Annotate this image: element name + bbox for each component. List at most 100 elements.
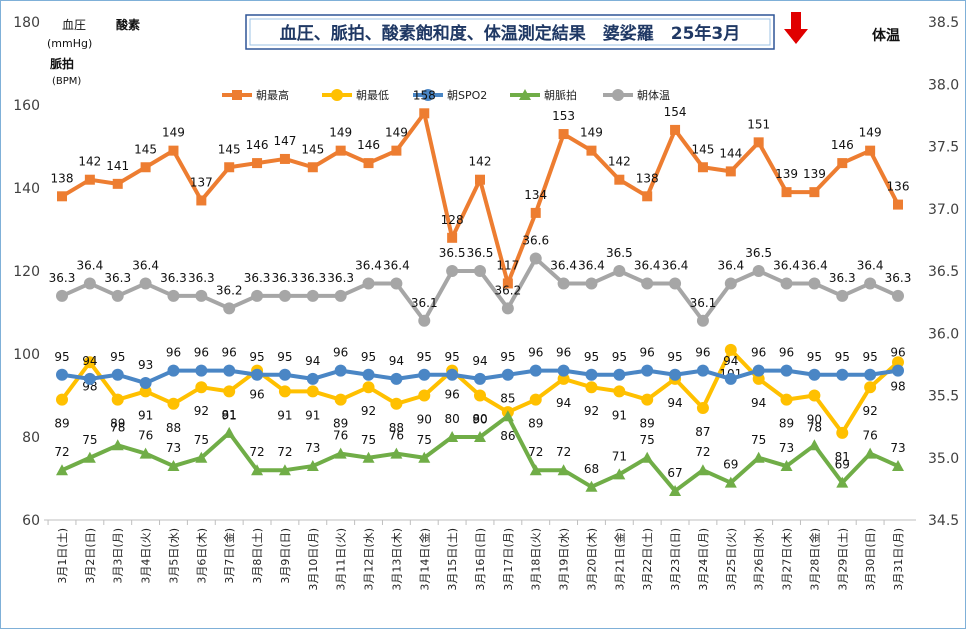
- data-point: [334, 289, 347, 302]
- data-point: [278, 368, 291, 381]
- data-label: 76: [389, 429, 404, 443]
- data-point: [669, 484, 682, 496]
- x-tick-label: 3月20日(木): [585, 528, 598, 591]
- x-tick-label: 3月17日(月): [502, 528, 515, 591]
- data-label: 89: [54, 417, 69, 431]
- x-tick-label: 3月6日(木): [195, 528, 208, 584]
- data-point: [390, 277, 403, 290]
- data-label: 36.4: [550, 258, 577, 272]
- data-point: [501, 302, 514, 315]
- data-label: 87: [695, 425, 710, 439]
- data-label: 91: [305, 408, 320, 422]
- data-point: [641, 451, 654, 463]
- data-point: [893, 199, 903, 210]
- data-label: 142: [608, 155, 631, 169]
- x-tick-label: 3月28日(金): [807, 528, 821, 591]
- data-point: [306, 385, 319, 398]
- data-point: [808, 389, 821, 402]
- data-point: [167, 289, 180, 302]
- data-label: 76: [138, 429, 153, 443]
- data-label: 72: [695, 445, 710, 459]
- data-point: [613, 468, 626, 480]
- data-label: 145: [691, 142, 714, 156]
- data-point: [56, 393, 68, 406]
- data-point: [195, 289, 208, 302]
- data-label: 144: [719, 146, 742, 160]
- data-label: 76: [862, 429, 877, 443]
- data-point: [418, 314, 431, 327]
- data-label: 117: [496, 258, 519, 272]
- data-label: 72: [249, 445, 264, 459]
- data-label: 36.4: [773, 258, 800, 272]
- x-tick-label: 3月23日(日): [669, 528, 682, 591]
- data-point: [557, 464, 570, 476]
- data-point: [168, 145, 179, 156]
- data-label: 128: [441, 213, 464, 227]
- data-point: [557, 372, 570, 385]
- data-label: 89: [528, 417, 543, 431]
- data-point: [892, 460, 904, 472]
- data-point: [780, 460, 793, 472]
- series-朝体温: 36.336.436.336.436.3 36.336.236.3 36.3 36.3…: [49, 234, 911, 327]
- data-point: [447, 232, 458, 243]
- data-label: 139: [775, 167, 798, 181]
- data-point: [502, 278, 513, 289]
- x-tick-label: 3月30日(日): [864, 528, 877, 591]
- y2-tick-label: 34.5: [928, 513, 959, 529]
- y-tick-label: 100: [13, 347, 40, 363]
- series-line: [61, 414, 899, 493]
- data-label: 75: [640, 433, 655, 447]
- data-label: 146: [357, 138, 380, 152]
- data-point: [195, 381, 208, 394]
- data-point: [139, 277, 152, 290]
- data-point: [724, 372, 737, 385]
- data-point: [363, 158, 374, 169]
- data-label: 73: [779, 441, 794, 455]
- data-point: [529, 393, 542, 406]
- data-label: 68: [584, 462, 599, 476]
- data-label: 81: [222, 408, 237, 422]
- x-tick-label: 3月18日(火): [530, 528, 543, 591]
- data-label: 36.4: [355, 258, 382, 272]
- red-down-arrow-icon: [784, 12, 808, 44]
- data-point: [529, 464, 542, 476]
- data-label: 95: [249, 350, 264, 364]
- data-label: 36.4: [383, 258, 410, 272]
- data-label: 96: [444, 388, 459, 402]
- data-point: [139, 447, 152, 459]
- x-tick-label: 3月13日(木): [390, 528, 403, 591]
- data-label: 72: [528, 445, 543, 459]
- data-point: [586, 145, 597, 156]
- data-label: 73: [166, 441, 181, 455]
- data-point: [83, 372, 96, 385]
- data-label: 90: [807, 413, 822, 427]
- data-point: [836, 476, 849, 488]
- data-label: 86: [500, 429, 515, 443]
- data-point: [864, 381, 877, 394]
- data-point: [864, 277, 877, 290]
- x-tick-label: 3月26日(水): [753, 528, 766, 591]
- data-point: [167, 397, 180, 410]
- data-point: [501, 368, 514, 381]
- data-label: 142: [78, 155, 101, 169]
- data-label: 88: [166, 421, 181, 435]
- data-label: 139: [803, 167, 826, 181]
- y2-tick-label: 38.0: [928, 77, 959, 93]
- data-point: [111, 368, 124, 381]
- series-朝SPO2: 95 94 95 93 96 96 96 95 95 94 96 95 94 95 95 94 95 96 96 95…: [54, 346, 906, 390]
- right-y-axis: 34.5 35.0 35.5 36.0 36.5 37.0 37.5 38.0 38.5: [928, 15, 959, 529]
- data-label: 138: [51, 171, 74, 185]
- data-point: [140, 162, 151, 173]
- data-point: [334, 447, 347, 459]
- data-label: 145: [301, 142, 324, 156]
- data-point: [892, 356, 904, 369]
- data-label: 67: [667, 466, 682, 480]
- data-point: [139, 385, 152, 398]
- right-axis-label: 体温: [872, 27, 900, 44]
- data-label: 36.3: [299, 271, 326, 285]
- data-point: [669, 277, 682, 290]
- data-point: [252, 158, 263, 169]
- x-tick-label: 3月27日(木): [781, 528, 794, 591]
- data-label: 89: [640, 417, 655, 431]
